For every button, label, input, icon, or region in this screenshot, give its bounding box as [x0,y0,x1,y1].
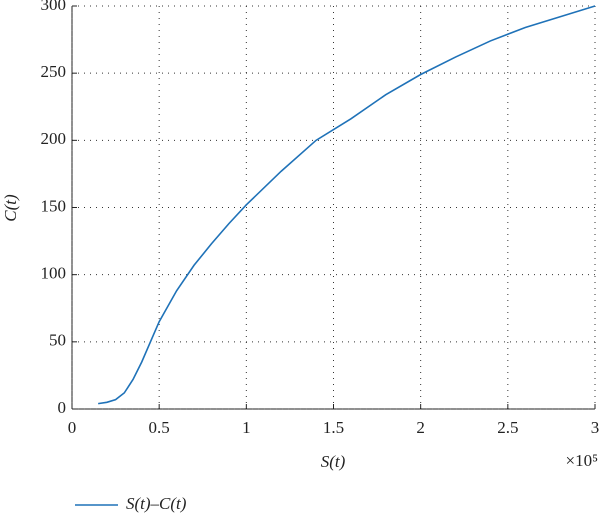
data-line [98,5,596,405]
x-tick-label: 0.5 [149,418,170,437]
y-tick-label: 50 [49,331,66,350]
y-tick-label: 150 [41,196,67,215]
y-axis-label: C(t) [1,194,20,222]
x-tick-label: 0 [68,418,77,437]
x-tick-label: 1.5 [323,418,344,437]
y-tick-label: 200 [41,129,67,148]
y-tick-label: 250 [41,62,67,81]
y-tick-label: 0 [58,398,67,417]
x-tick-label: 2.5 [497,418,518,437]
x-multiplier: ×10⁵ [565,451,598,470]
y-tick-label: 100 [41,264,67,283]
legend-label: S(t)–C(t) [126,494,187,513]
x-tick-label: 3 [591,418,600,437]
x-axis-label: S(t) [321,452,346,471]
x-tick-label: 1 [242,418,251,437]
y-tick-label: 300 [41,0,67,14]
x-tick-label: 2 [416,418,425,437]
